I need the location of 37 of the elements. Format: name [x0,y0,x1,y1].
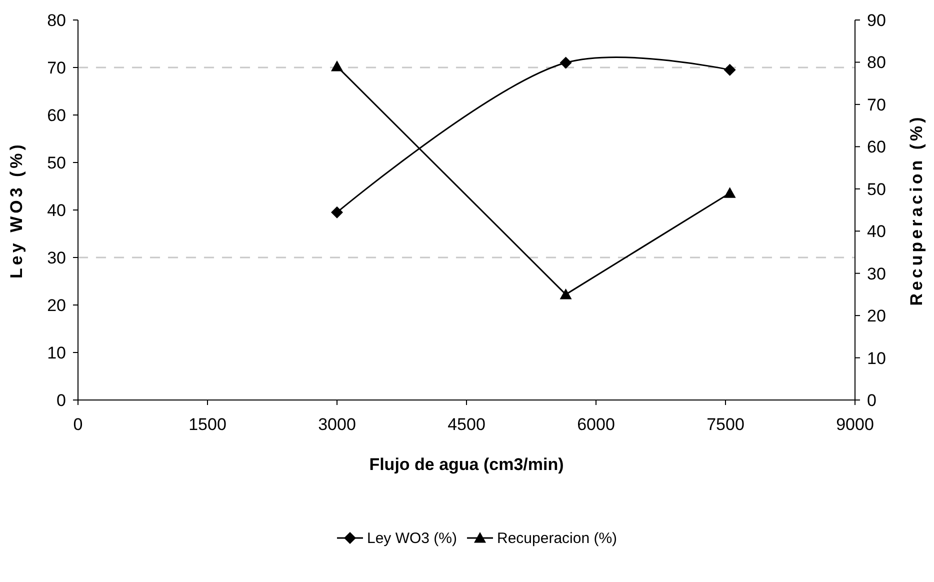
x-tick-label: 3000 [318,415,356,434]
x-tick-label: 6000 [577,415,615,434]
point [331,206,343,218]
y-tick-label: 60 [47,106,66,125]
y2-tick-label: 40 [867,222,886,242]
y-tick-label: 50 [47,154,66,172]
y-tick-label: 70 [47,58,66,78]
y2-tick-label: 10 [867,348,886,368]
x-axis-title: Flujo de agua (cm3/min) [369,455,564,474]
point [560,288,572,300]
y2-tick-label: 30 [867,264,886,284]
x-tick-label: 9000 [836,415,874,434]
y-axis-title: Ley WO3 (%) [7,142,26,278]
point [331,60,343,72]
x-tick-label: 7500 [706,415,744,434]
legend-label: Ley WO3 (%) [367,530,458,547]
y2-tick-label: 20 [867,306,886,326]
y2-axis-title: Recuperacion (%) [907,114,926,306]
x-tick-label: 4500 [448,415,486,434]
y-tick-label: 20 [47,296,66,315]
y2-tick-label: 80 [867,53,886,72]
point [560,56,572,69]
legend-label: Recuperacion (%) [497,530,618,547]
y-tick-label: 80 [47,11,66,30]
x-tick-label: 0 [73,415,83,434]
y-tick-label: 10 [47,344,66,362]
y2-tick-label: 90 [867,11,886,30]
y-tick-label: 30 [47,248,66,268]
y2-tick-label: 50 [867,180,886,199]
point [724,64,736,76]
y-tick-label: 0 [56,391,66,410]
y2-tick-label: 70 [867,95,886,114]
y2-tick-label: 0 [867,391,876,410]
x-tick-label: 1500 [188,415,226,434]
y-tick-label: 40 [47,201,66,220]
y2-tick-label: 60 [867,138,886,157]
point [724,187,736,198]
